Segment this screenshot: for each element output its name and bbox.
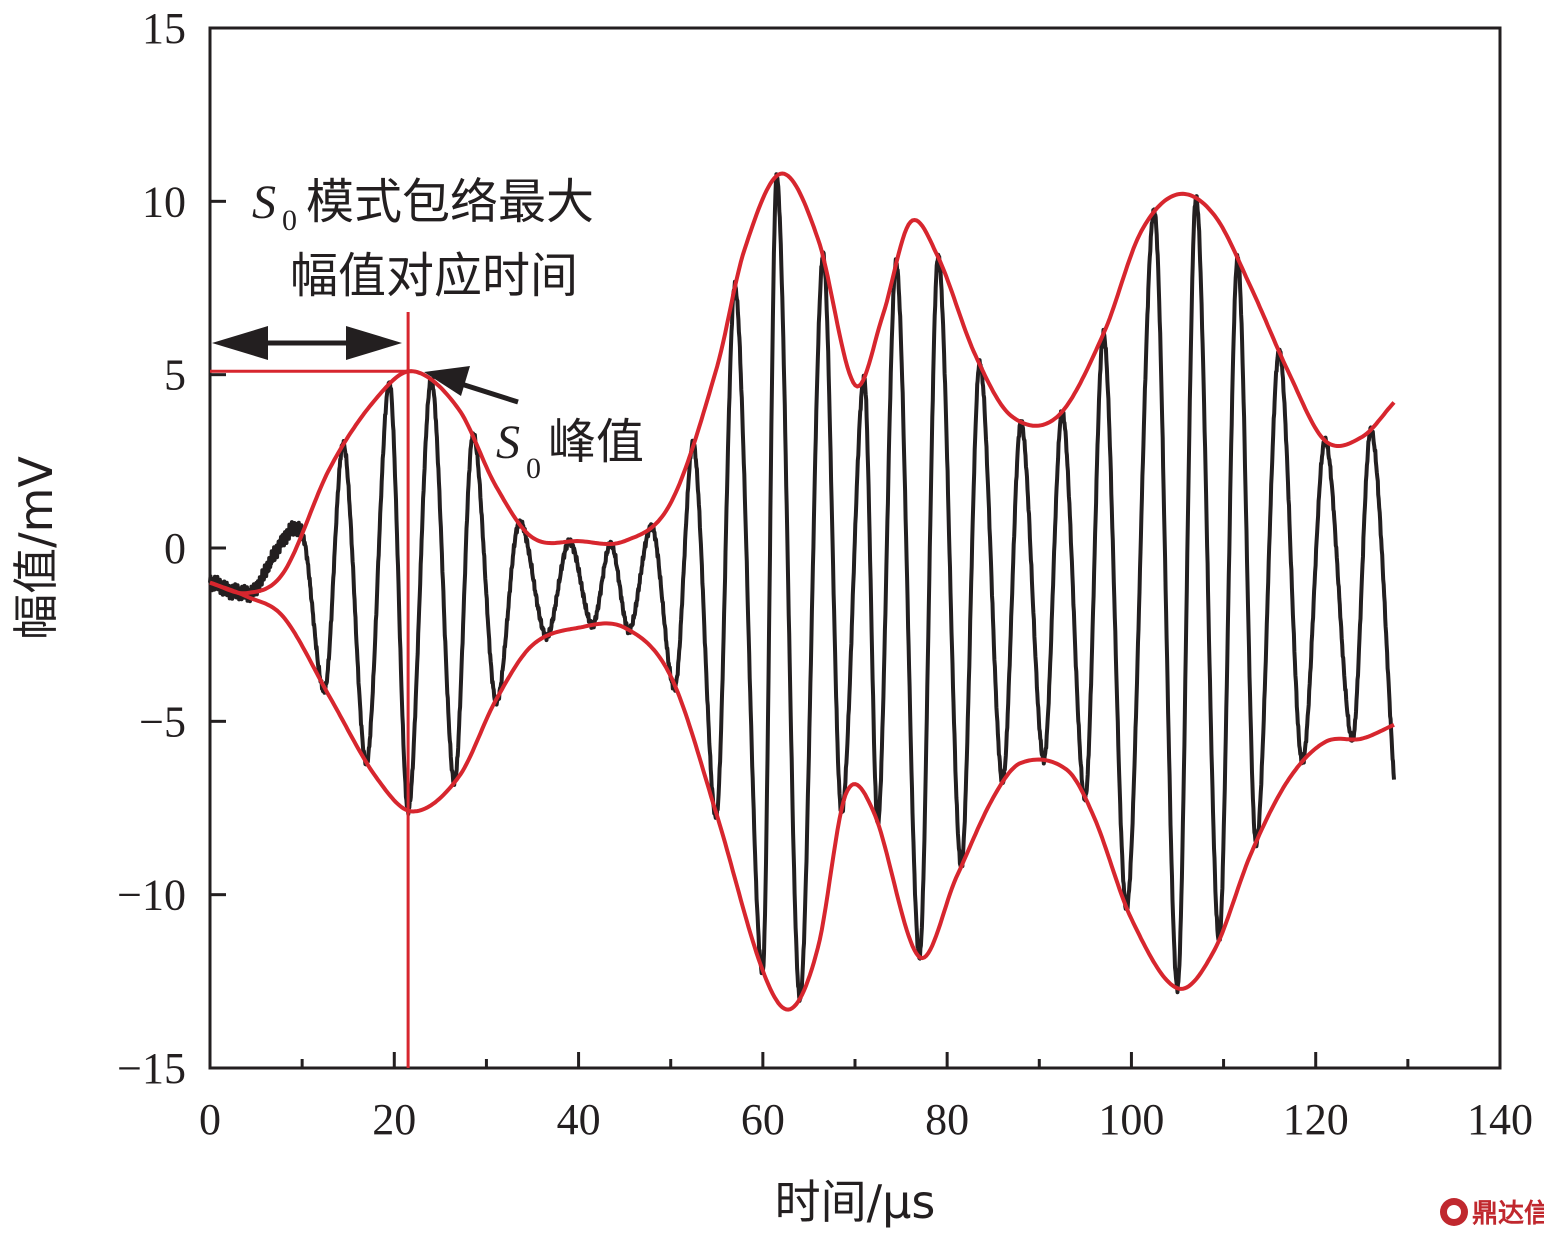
x-tick-label: 20 bbox=[372, 1095, 416, 1144]
y-tick-label: 5 bbox=[164, 351, 186, 400]
watermark-logo: 鼎达信 bbox=[1440, 1198, 1544, 1229]
time-annotation-symbol: S bbox=[252, 176, 276, 229]
time-annotation-subscript: 0 bbox=[282, 204, 297, 237]
y-tick-label: −15 bbox=[117, 1044, 186, 1093]
pointer-arrow-icon bbox=[424, 366, 519, 405]
double-arrow-icon bbox=[212, 326, 402, 360]
x-tick-labels: 0 20 40 60 80 100 120 140 bbox=[199, 1095, 1533, 1144]
y-axis-title: 幅值/mV bbox=[9, 456, 63, 640]
peak-annotation-symbol: S bbox=[496, 416, 520, 469]
x-tick-label: 120 bbox=[1283, 1095, 1349, 1144]
peak-annotation-text: 峰值 bbox=[548, 414, 644, 470]
x-tick-label: 80 bbox=[925, 1095, 969, 1144]
x-tick-label: 100 bbox=[1098, 1095, 1164, 1144]
time-annotation-line1: 模式包络最大 bbox=[306, 174, 594, 230]
y-tick-label: −5 bbox=[139, 697, 186, 746]
x-tick-label: 60 bbox=[741, 1095, 785, 1144]
watermark-text: 鼎达信 bbox=[1472, 1199, 1544, 1229]
y-tick-label: 0 bbox=[164, 524, 186, 573]
y-tick-label: 10 bbox=[142, 177, 186, 226]
envelope-upper bbox=[209, 171, 1396, 596]
peak-annotation-subscript: 0 bbox=[526, 452, 541, 485]
time-annotation-line2: 幅值对应时间 bbox=[290, 248, 578, 304]
axis-ticks bbox=[208, 26, 1502, 1070]
x-tick-label: 0 bbox=[199, 1095, 221, 1144]
y-tick-labels: −15 −10 −5 0 5 10 15 bbox=[117, 4, 186, 1093]
x-tick-label: 40 bbox=[557, 1095, 601, 1144]
y-tick-label: 15 bbox=[142, 4, 186, 53]
x-axis-title: 时间/μs bbox=[775, 1175, 936, 1229]
y-tick-label: −10 bbox=[117, 871, 186, 920]
x-tick-label: 140 bbox=[1467, 1095, 1533, 1144]
